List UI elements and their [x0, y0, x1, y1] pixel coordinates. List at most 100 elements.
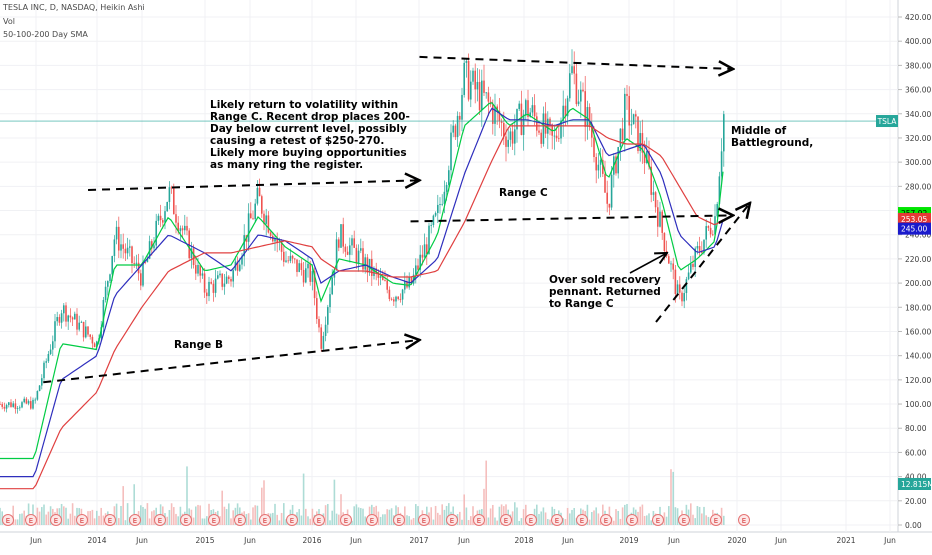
candle-body	[30, 401, 32, 409]
earnings-label: E	[370, 517, 374, 525]
sma-line	[0, 107, 724, 478]
candle-body	[263, 213, 265, 224]
candle-body	[432, 215, 435, 225]
y-tick-label: 160.00	[905, 327, 931, 336]
volume-bar	[333, 479, 336, 525]
earnings-label: E	[290, 517, 294, 525]
candle-body	[298, 263, 300, 272]
earnings-label: E	[54, 517, 58, 525]
volume-bar	[412, 518, 415, 525]
trendline	[410, 215, 734, 221]
candle-body	[632, 114, 635, 125]
candle-body	[553, 135, 556, 137]
volume-bar	[549, 519, 551, 525]
candle-body	[604, 173, 606, 193]
volume-bar	[516, 507, 518, 525]
candle-body	[27, 401, 30, 404]
candle-body	[566, 98, 569, 117]
earnings-label: E	[742, 517, 746, 525]
volume-bar	[707, 516, 710, 525]
x-tick-label: 2018	[514, 536, 533, 545]
sma-legend[interactable]: 50-100-200 Day SMA	[3, 30, 88, 39]
volume-bar	[38, 511, 41, 525]
candle-body	[668, 256, 670, 264]
candle-body	[16, 408, 19, 409]
volume-bar	[641, 504, 644, 525]
candle-body	[573, 66, 575, 74]
volume-legend[interactable]: Vol	[3, 17, 15, 26]
candle-body	[239, 264, 241, 271]
volume-bar	[571, 509, 573, 525]
candle-body	[663, 232, 666, 252]
candle-body	[606, 192, 608, 204]
earnings-icon	[710, 514, 722, 526]
candle-body	[450, 132, 452, 171]
volume-bar	[511, 511, 514, 525]
volume-bar	[674, 507, 677, 525]
candle-body	[210, 281, 212, 284]
candle-body	[188, 230, 190, 259]
candle-body	[76, 313, 78, 330]
volume-bar	[100, 507, 102, 525]
volume-bar	[285, 519, 287, 525]
candle-body	[129, 246, 131, 248]
volume-bar	[67, 518, 69, 525]
symbol-title[interactable]: TESLA INC, D, NASDAQ, Heikin Ashi	[3, 3, 145, 12]
candle-body	[195, 265, 197, 274]
candle-body	[478, 81, 481, 111]
volume-bar	[377, 511, 380, 525]
candle-body	[441, 203, 443, 205]
earnings-icon	[678, 514, 690, 526]
candle-body	[309, 263, 311, 282]
candle-body	[445, 184, 448, 192]
volume-bar	[309, 518, 311, 525]
candle-body	[25, 398, 28, 404]
candle-body	[503, 122, 505, 137]
candle-body	[32, 399, 34, 409]
candle-body	[96, 341, 98, 348]
candle-body	[109, 274, 111, 282]
earnings-icon	[652, 514, 664, 526]
candle-body	[608, 203, 611, 208]
candle-body	[426, 244, 428, 255]
volume-bar	[648, 513, 650, 525]
volume-bar	[177, 516, 179, 525]
candle-body	[709, 227, 712, 235]
candle-body	[390, 298, 393, 300]
x-tick-label: 2021	[836, 536, 855, 545]
candle-body	[1, 404, 3, 407]
volume-bar	[0, 507, 1, 525]
candle-body	[243, 235, 245, 257]
candle-body	[65, 305, 67, 322]
volume-bar	[69, 513, 72, 525]
volume-bar	[668, 506, 670, 525]
candle-body	[575, 73, 578, 105]
volume-bar	[140, 505, 142, 525]
candle-body	[373, 268, 375, 276]
volume-bar	[355, 504, 358, 525]
x-tick-label: Jun	[667, 536, 680, 545]
candle-body	[641, 133, 644, 153]
earnings-label: E	[714, 517, 718, 525]
x-axis-ticks: Jun 2014 Jun 2015 Jun 2016 Jun 2017 Jun 2018 Jun 20…	[29, 536, 896, 545]
volume-bar	[302, 473, 305, 525]
volume-bar	[467, 520, 470, 525]
candle-body	[558, 138, 560, 140]
y-tick-label: 420.00	[905, 13, 931, 22]
price-axis[interactable]	[898, 0, 932, 550]
candle-body	[533, 105, 536, 117]
earnings-icon	[259, 514, 271, 526]
candle-body	[236, 261, 239, 271]
candle-body	[131, 246, 133, 264]
volume-bar	[564, 519, 567, 525]
volume-bar	[692, 514, 694, 525]
candle-body	[47, 354, 50, 362]
candle-body	[430, 224, 432, 226]
earnings-icon	[313, 514, 325, 526]
volume-bar	[87, 511, 89, 525]
candle-body	[87, 326, 89, 335]
candle-body	[179, 228, 182, 232]
volume-bar	[720, 507, 723, 525]
